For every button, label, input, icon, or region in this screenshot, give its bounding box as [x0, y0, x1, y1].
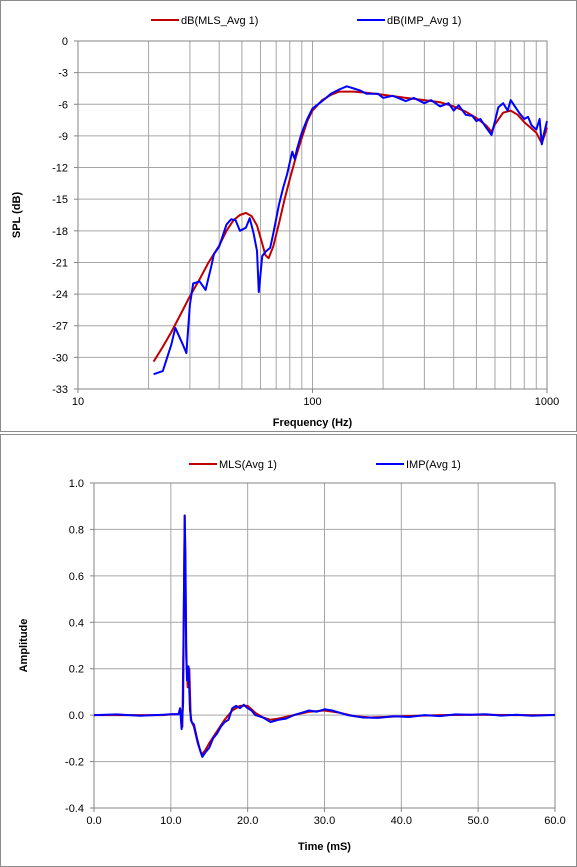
impulse-response-chart: 1.0 0.8 0.6 0.4 0.2 0.0 -0.2 -0.4 0.0 10.0 20.0 30.… — [0, 434, 577, 867]
x-tick-label: 100 — [303, 396, 321, 408]
frequency-response-plot: 0 -3 -6 -9 -12 -15 -18 -21 -24 -27 -30 -33 10 100 1000… — [11, 15, 559, 429]
y-tick-label: 0.4 — [69, 617, 84, 629]
y-tick-label: -30 — [52, 352, 68, 364]
x-tick-label: 30.0 — [314, 815, 335, 827]
y-tick-label: -27 — [52, 321, 68, 333]
y-axis-title: SPL (dB) — [11, 192, 23, 239]
x-tick-label: 10 — [72, 396, 84, 408]
legend-label: dB(IMP_Avg 1) — [387, 15, 461, 27]
y-tick-label: -12 — [52, 163, 68, 175]
y-tick-label: -15 — [52, 194, 68, 206]
x-tick-label: 20.0 — [237, 815, 258, 827]
x-tick-label: 10.0 — [160, 815, 181, 827]
x-tick-label: 60.0 — [544, 815, 565, 827]
y-tick-label: 0.2 — [69, 664, 84, 676]
y-tick-label: 1.0 — [69, 478, 84, 490]
x-axis-title: Frequency (Hz) — [273, 417, 353, 429]
y-tick-label: -3 — [58, 68, 68, 80]
x-tick-label: 0.0 — [86, 815, 101, 827]
y-tick-label: -18 — [52, 226, 68, 238]
y-tick-label: 0.6 — [69, 571, 84, 583]
series-line — [153, 85, 548, 376]
legend-label: dB(MLS_Avg 1) — [181, 15, 258, 27]
y-tick-label: 0.8 — [69, 524, 84, 536]
y-tick-label: -0.4 — [65, 803, 84, 815]
y-tick-label: 0.0 — [69, 710, 84, 722]
y-tick-label: -33 — [52, 384, 68, 396]
legend-label: MLS(Avg 1) — [219, 459, 277, 471]
y-tick-label: -6 — [58, 99, 68, 111]
x-axis-title: Time (mS) — [298, 841, 351, 853]
y-axis-title: Amplitude — [18, 619, 30, 673]
y-tick-label: -0.2 — [65, 757, 84, 769]
y-tick-label: -24 — [52, 289, 68, 301]
y-tick-label: -9 — [58, 131, 68, 143]
impulse-response-plot: 1.00.80.60.40.20.0-0.2-0.40.0 10.0 20.0 30.… — [18, 459, 566, 853]
x-tick-label: 50.0 — [467, 815, 488, 827]
y-tick-label: -21 — [52, 257, 68, 269]
y-tick-label: 0 — [62, 36, 68, 48]
x-tick-label: 40.0 — [391, 815, 412, 827]
legend-label: IMP(Avg 1) — [406, 459, 461, 471]
frequency-response-chart: 0 -3 -6 -9 -12 -15 -18 -21 -24 -27 -30 -33 10 100 1000… — [0, 0, 577, 432]
x-tick-label: 1000 — [535, 396, 559, 408]
series-line — [93, 514, 556, 758]
